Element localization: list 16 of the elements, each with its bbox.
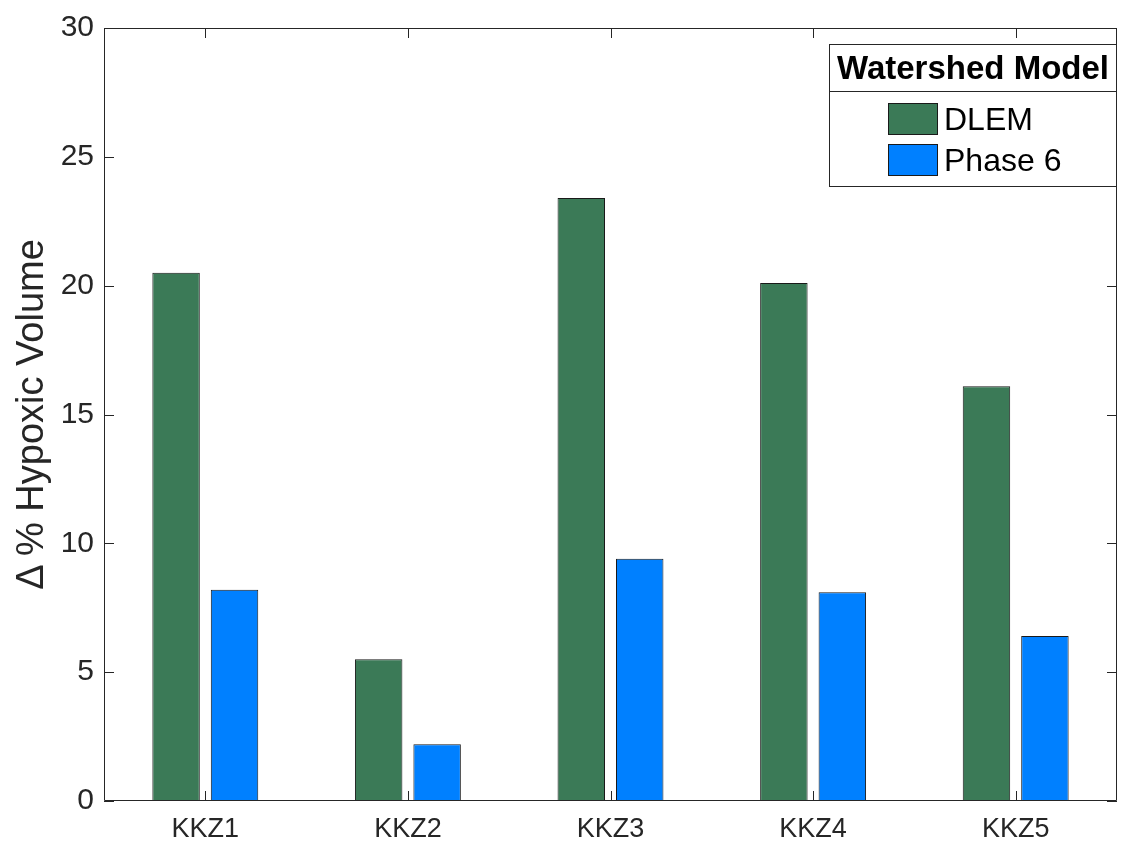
y-tick-label: 0 [77,782,94,816]
y-axis-title: Δ % Hypoxic Volume [9,239,52,590]
x-tick-label: KKZ1 [171,812,240,843]
x-tick-label: KKZ5 [981,812,1050,843]
y-tick-label: 25 [60,138,94,172]
legend-title: Watershed Model [830,45,1116,92]
legend-label: DLEM [944,100,1033,140]
x-tick-label: KKZ2 [374,812,442,843]
y-tick-label: 10 [60,524,94,558]
legend-label: Phase 6 [944,140,1062,180]
x-tick-label: KKZ3 [576,812,645,843]
x-tick-label: KKZ4 [779,812,847,843]
y-tick-label: 20 [60,266,94,300]
y-tick-label: 5 [77,653,94,687]
y-tick-label: 30 [60,9,94,43]
y-tick-label: 15 [60,395,94,429]
